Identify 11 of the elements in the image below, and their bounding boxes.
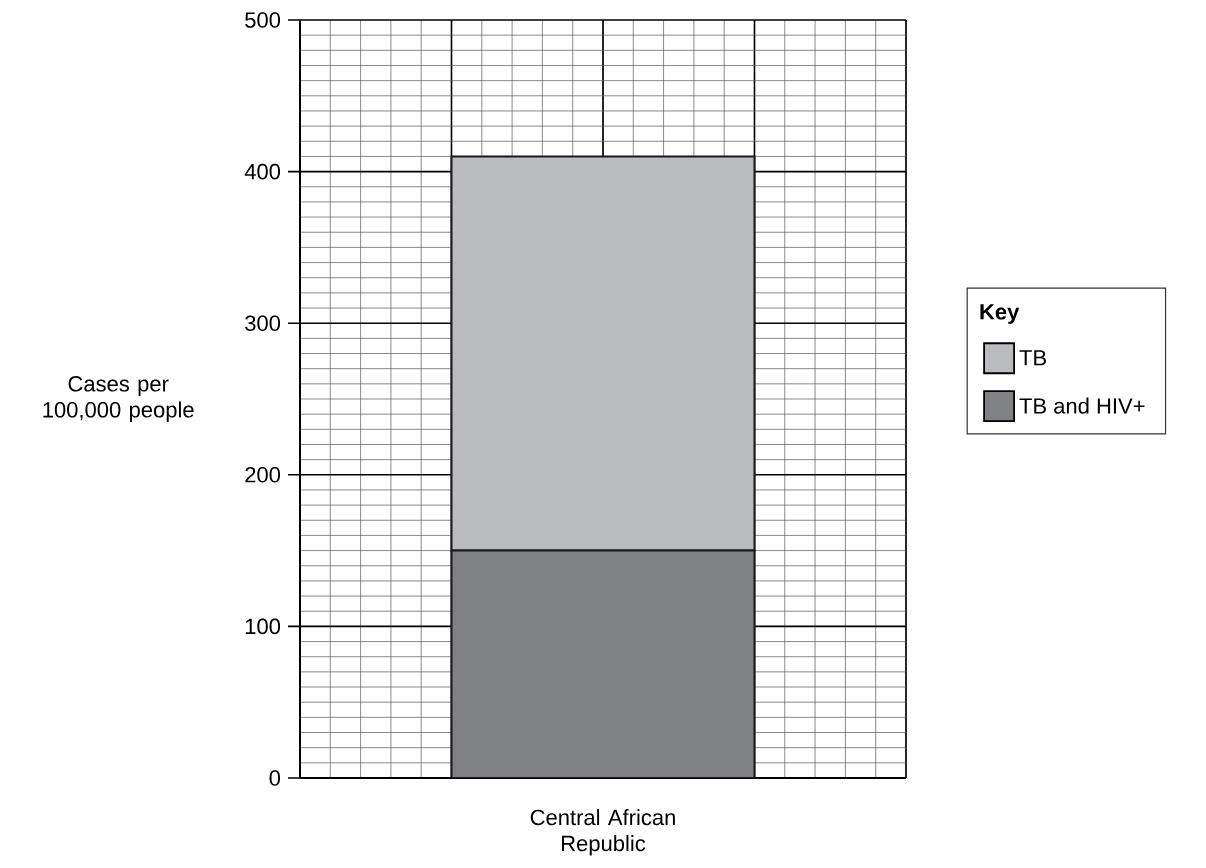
y-tick-label: 400 bbox=[244, 163, 281, 180]
y-axis-title: Cases per 100,000 people bbox=[43, 376, 194, 422]
y-tick-label: 300 bbox=[245, 315, 281, 331]
y-tick-label: 0 bbox=[269, 770, 281, 786]
y-tick-label: 500 bbox=[245, 12, 281, 28]
legend-title: Key bbox=[980, 304, 1020, 324]
legend-label: TB and HIV+ bbox=[1019, 397, 1145, 414]
y-tick-label: 200 bbox=[245, 467, 281, 483]
x-tick-label: Central African Republic bbox=[530, 809, 675, 856]
y-tick-label: 100 bbox=[245, 618, 281, 635]
legend-label: TB bbox=[1019, 350, 1046, 366]
